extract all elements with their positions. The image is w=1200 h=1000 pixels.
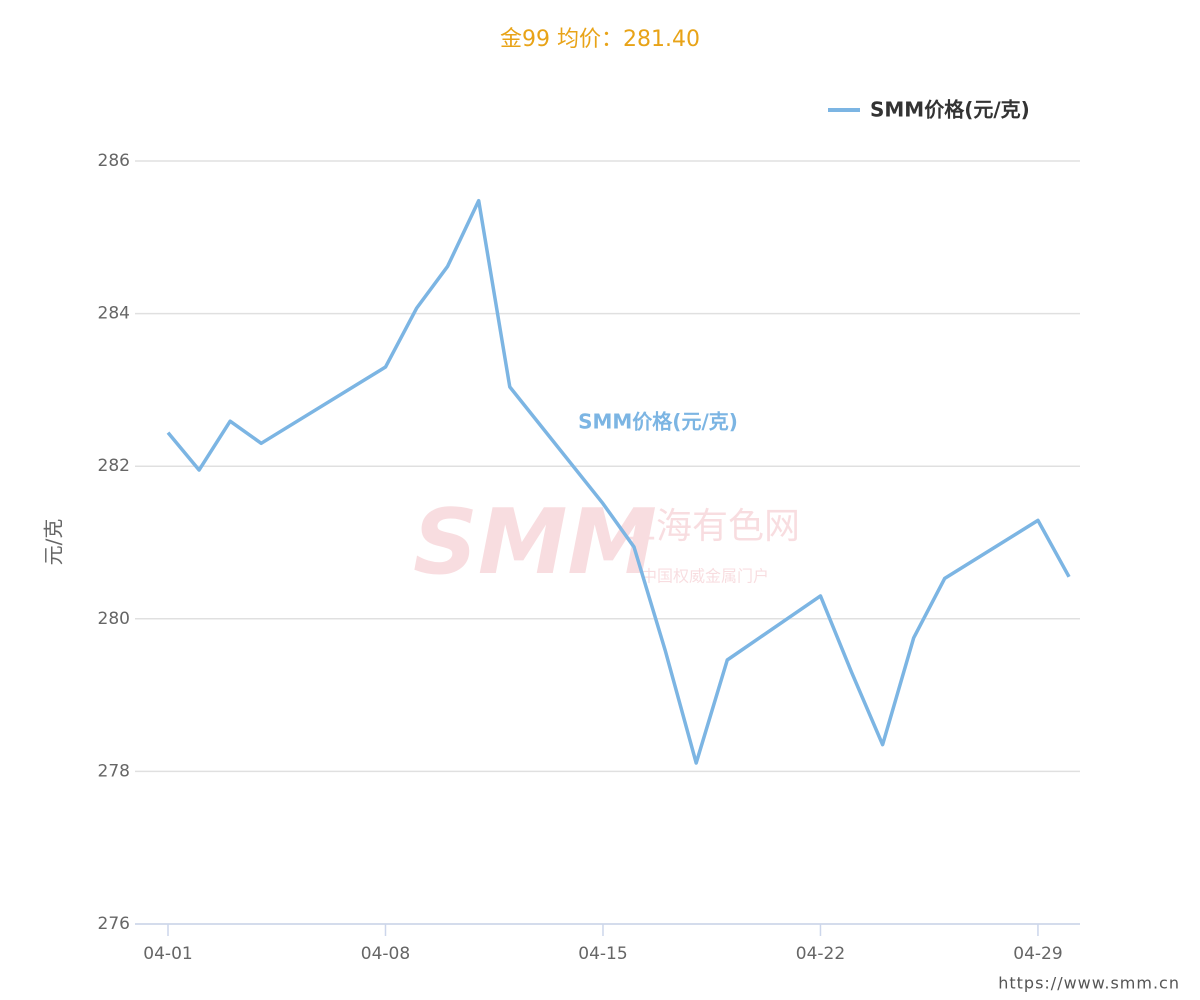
watermark-slogan: 中国权威金属门户 [641, 567, 769, 586]
footer: https://www.smm.cn [998, 974, 1180, 993]
x-tick-label: 04-29 [1013, 944, 1062, 964]
series-label: SMM价格(元/克) [578, 410, 738, 434]
line-series [166, 198, 1071, 765]
y-tick-label: 278 [98, 761, 130, 781]
y-tick-label: 286 [98, 151, 130, 171]
watermark-name: 上海有色网 [620, 506, 800, 547]
watermark: SMM 上海有色网 中国权威金属门户 [413, 490, 800, 595]
y-axis-label: 元/克 [42, 519, 66, 566]
chart-title: 金99 均价：281.40 [500, 27, 700, 52]
x-tick-label: 04-15 [578, 944, 627, 964]
y-tick-label: 282 [98, 456, 130, 476]
watermark-logo: SMM [413, 490, 657, 595]
x-tick-label: 04-08 [361, 944, 410, 964]
y-tick-label: 284 [98, 304, 130, 324]
x-tick-label: 04-22 [796, 944, 845, 964]
y-tick-label: 280 [98, 609, 130, 629]
x-tick-label: 04-01 [143, 944, 192, 964]
y-tick-label: 276 [98, 914, 130, 934]
legend-label: SMM价格(元/克) [870, 98, 1030, 122]
